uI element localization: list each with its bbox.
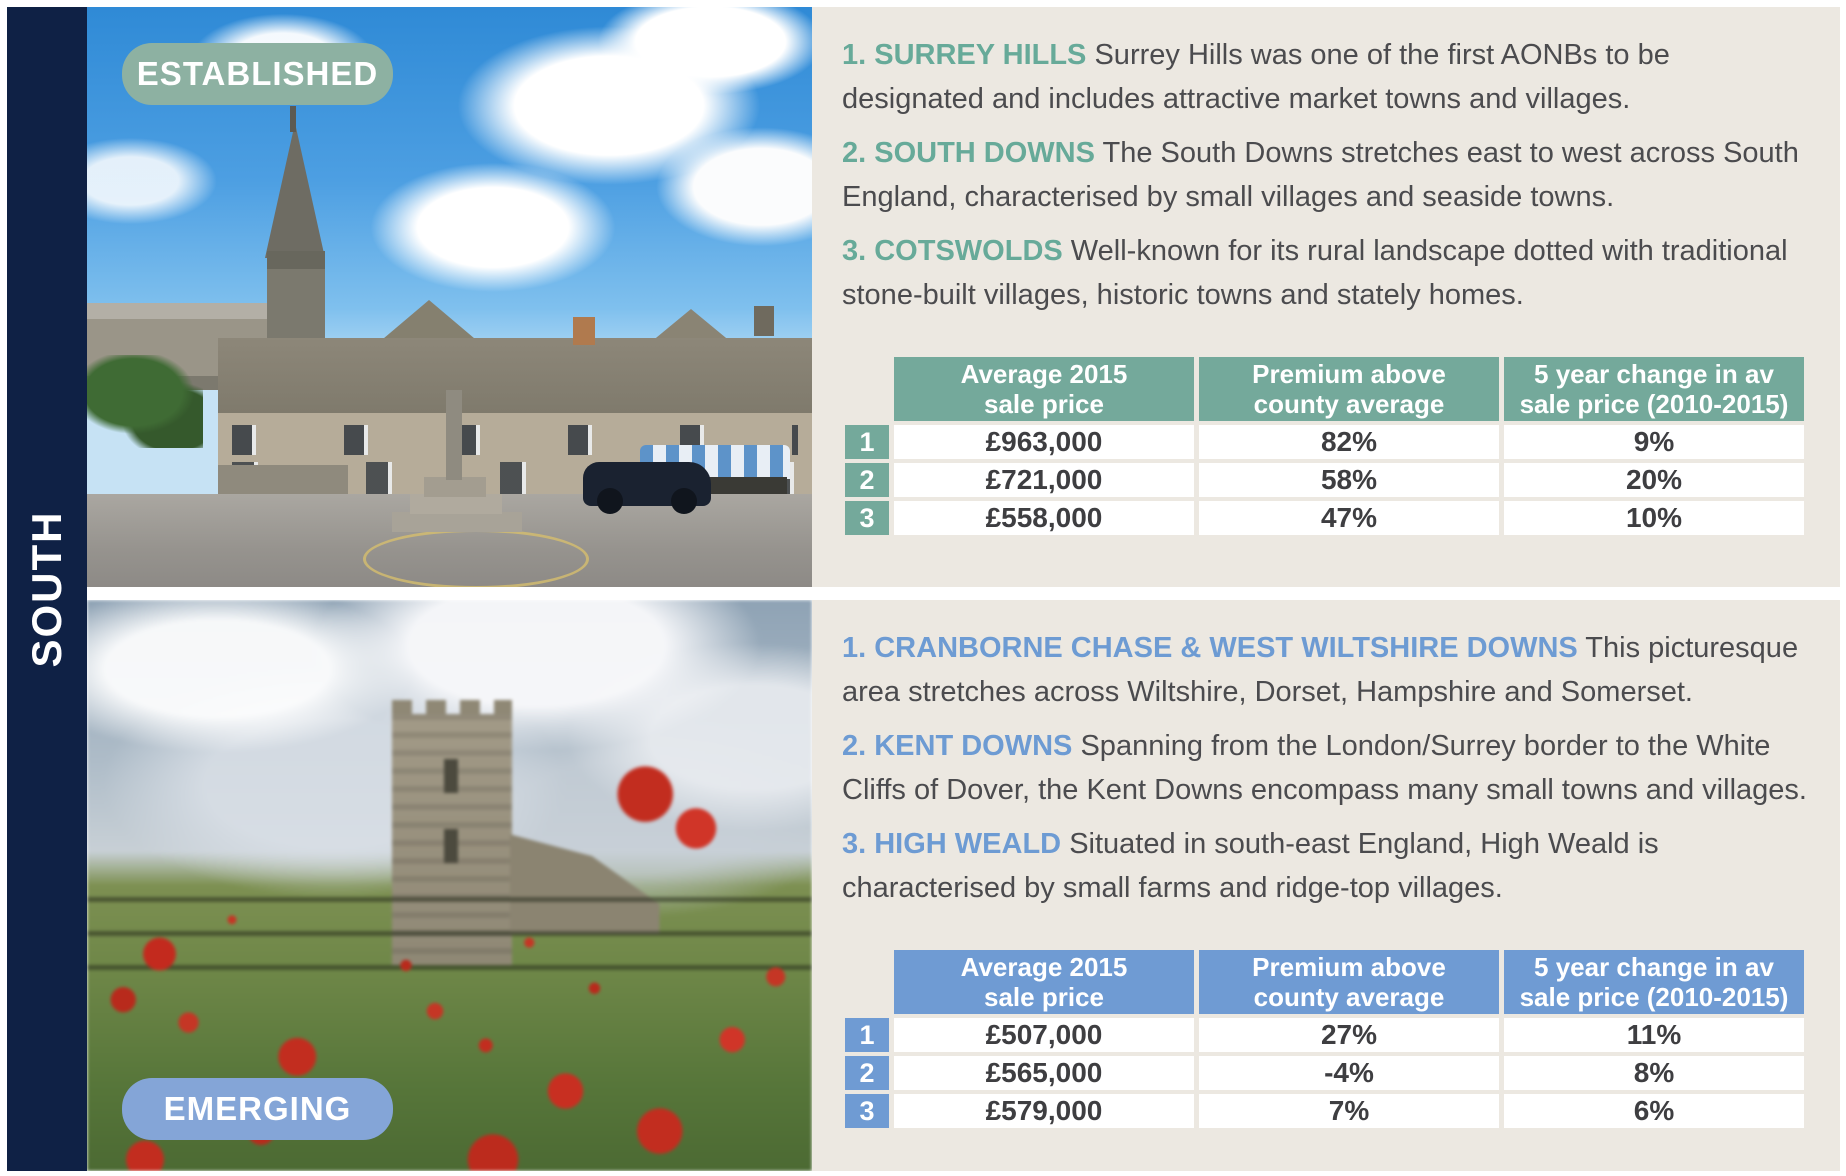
emerging-price-table: Average 2015 sale price Premium above co… <box>845 950 1810 1128</box>
aonb-item-title: 3. COTSWOLDS <box>842 235 1063 267</box>
premium-value: 27% <box>1199 1018 1499 1052</box>
column-header: Average 2015 sale price <box>894 950 1194 1014</box>
avg-sale-price: £579,000 <box>894 1094 1194 1128</box>
row-rank: 2 <box>845 1056 889 1090</box>
aonb-item: 3. HIGH WEALD Situated in south-east Eng… <box>842 822 1810 910</box>
poppy-field-illustration <box>87 600 812 1171</box>
poppies-shape <box>87 600 812 1171</box>
established-badge: ESTABLISHED <box>122 43 393 105</box>
avg-sale-price: £558,000 <box>894 501 1194 535</box>
avg-sale-price: £565,000 <box>894 1056 1194 1090</box>
column-header: Premium above county average <box>1199 357 1499 421</box>
five-year-change: 20% <box>1504 463 1804 497</box>
established-photo: ESTABLISHED <box>87 7 812 587</box>
avg-sale-price: £507,000 <box>894 1018 1194 1052</box>
aonb-item-title: 3. HIGH WEALD <box>842 828 1062 860</box>
premium-value: 82% <box>1199 425 1499 459</box>
row-rank: 3 <box>845 501 889 535</box>
premium-value: -4% <box>1199 1056 1499 1090</box>
region-sidebar: SOUTH <box>7 7 87 1171</box>
aonb-item-title: 2. KENT DOWNS <box>842 730 1073 762</box>
table-corner-spacer <box>845 357 889 421</box>
aonb-item: 1. CRANBORNE CHASE & WEST WILTSHIRE DOWN… <box>842 626 1810 714</box>
row-rank: 2 <box>845 463 889 497</box>
emerging-badge: EMERGING <box>122 1078 393 1140</box>
market-cross-pillar-shape <box>445 389 462 480</box>
avg-sale-price: £721,000 <box>894 463 1194 497</box>
column-header: 5 year change in av sale price (2010-201… <box>1504 950 1804 1014</box>
aonb-item: 3. COTSWOLDS Well-known for its rural la… <box>842 229 1810 317</box>
roofs-shape <box>217 337 812 413</box>
car-shape <box>582 462 711 515</box>
premium-value: 47% <box>1199 501 1499 535</box>
column-header: Premium above county average <box>1199 950 1499 1014</box>
aonb-item-text: Spanning from the London/Surrey border t… <box>842 730 1807 806</box>
roof-gable-shape <box>377 299 481 344</box>
chimney-shape <box>572 317 595 346</box>
table-corner-spacer <box>845 950 889 1014</box>
aonb-item: 1. SURREY HILLS Surrey Hills was one of … <box>842 33 1810 121</box>
column-header: Average 2015 sale price <box>894 357 1194 421</box>
aonb-item: 2. SOUTH DOWNS The South Downs stretches… <box>842 131 1810 219</box>
market-cross-steps-shape <box>424 476 487 497</box>
five-year-change: 6% <box>1504 1094 1804 1128</box>
row-rank: 1 <box>845 1018 889 1052</box>
emerging-panel: 1. CRANBORNE CHASE & WEST WILTSHIRE DOWN… <box>812 600 1840 1171</box>
premium-value: 7% <box>1199 1094 1499 1128</box>
row-rank: 1 <box>845 425 889 459</box>
avg-sale-price: £963,000 <box>894 425 1194 459</box>
aonb-item-text: Surrey Hills was one of the first AONBs … <box>842 39 1670 115</box>
cotswold-village-illustration <box>87 7 812 587</box>
chimney-shape <box>754 305 774 336</box>
spire-finial-shape <box>290 105 296 132</box>
established-panel: 1. SURREY HILLS Surrey Hills was one of … <box>812 7 1840 587</box>
aonb-item: 2. KENT DOWNS Spanning from the London/S… <box>842 724 1810 812</box>
established-price-table: Average 2015 sale price Premium above co… <box>845 357 1810 535</box>
trees-shape <box>87 355 203 448</box>
five-year-change: 9% <box>1504 425 1804 459</box>
five-year-change: 10% <box>1504 501 1804 535</box>
column-header: 5 year change in av sale price (2010-201… <box>1504 357 1804 421</box>
aonb-item-title: 1. SURREY HILLS <box>842 39 1087 71</box>
church-spire-shape <box>264 123 325 258</box>
aonb-item-text: The South Downs stretches east to west a… <box>842 137 1799 213</box>
market-cross-steps-shape <box>391 511 522 532</box>
five-year-change: 11% <box>1504 1018 1804 1052</box>
aonb-item-title: 1. CRANBORNE CHASE & WEST WILTSHIRE DOWN… <box>842 632 1578 664</box>
aonb-item-text: Situated in south-east England, High Wea… <box>842 828 1659 904</box>
aonb-item-title: 2. SOUTH DOWNS <box>842 137 1095 169</box>
yellow-line-shape <box>362 529 589 587</box>
emerging-photo: EMERGING <box>87 600 812 1171</box>
row-rank: 3 <box>845 1094 889 1128</box>
region-label: SOUTH <box>23 510 70 668</box>
aonb-item-text: This picturesque area stretches across W… <box>842 632 1799 708</box>
premium-value: 58% <box>1199 463 1499 497</box>
market-cross-steps-shape <box>409 494 502 515</box>
aonb-item-text: Well-known for its rural landscape dotte… <box>842 235 1788 311</box>
five-year-change: 8% <box>1504 1056 1804 1090</box>
